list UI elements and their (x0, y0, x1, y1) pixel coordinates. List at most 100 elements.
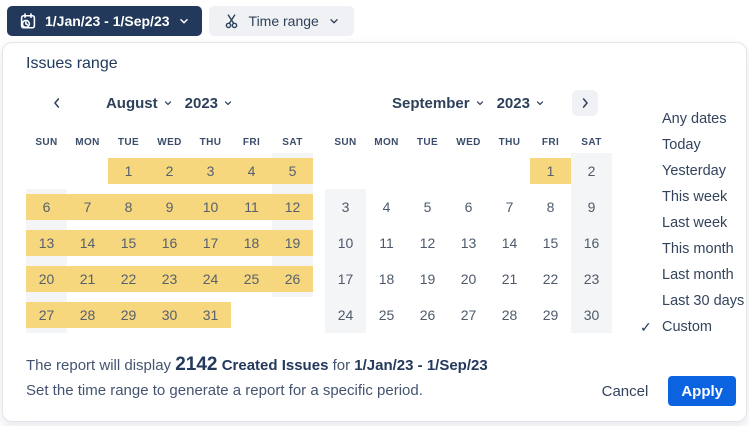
month-select[interactable]: September (392, 95, 485, 112)
day-cell[interactable]: 30 (149, 297, 190, 333)
apply-button[interactable]: Apply (668, 376, 736, 406)
day-cell[interactable]: 15 (542, 235, 559, 251)
day-cell[interactable]: 24 (190, 261, 231, 297)
preset-item-any-dates[interactable]: Any dates (640, 106, 744, 132)
day-cell[interactable]: 24 (337, 307, 354, 323)
preset-item-yesterday[interactable]: Yesterday (640, 158, 744, 184)
day-cell[interactable]: 16 (583, 235, 600, 251)
preset-item-last-month[interactable]: Last month (640, 262, 744, 288)
day-cell[interactable]: 17 (190, 225, 231, 261)
day-cell[interactable]: 1 (530, 153, 571, 189)
day-cell[interactable]: 6 (464, 199, 473, 215)
month-label: September (392, 94, 470, 112)
date-range-button[interactable]: 1/Jan/23 - 1/Sep/23 (7, 6, 202, 36)
day-cell[interactable]: 12 (419, 235, 436, 251)
day-cell[interactable]: 20 (26, 261, 67, 297)
day-cell[interactable]: 22 (542, 271, 559, 287)
preset-list: Any dates Today Yesterday This week Last wee… (640, 89, 744, 340)
day-cell[interactable]: 10 (190, 189, 231, 225)
day-cell[interactable]: 2 (587, 163, 596, 179)
preset-label: Last week (662, 215, 728, 231)
preset-label: Last 30 days (662, 293, 745, 309)
preset-item-this-week[interactable]: This week (640, 184, 744, 210)
day-cell[interactable]: 18 (378, 271, 395, 287)
day-cell[interactable]: 23 (583, 271, 600, 287)
calendar-week-row: 6 7 8 9 10 11 12 (26, 189, 313, 225)
day-cell[interactable]: 1 (108, 153, 149, 189)
weekday-label: SAT (282, 137, 303, 148)
day-cell[interactable]: 8 (546, 199, 555, 215)
day-cell[interactable]: 21 (67, 261, 108, 297)
day-cell[interactable]: 25 (231, 261, 272, 297)
day-cell[interactable]: 30 (583, 307, 600, 323)
day-cell[interactable]: 9 (587, 199, 596, 215)
day-cell[interactable]: 28 (67, 297, 108, 333)
previous-month-button[interactable] (44, 90, 70, 116)
preset-item-custom[interactable]: ✓ Custom (640, 314, 744, 340)
day-cell[interactable]: 27 (460, 307, 477, 323)
day-cell[interactable]: 25 (378, 307, 395, 323)
day-cell[interactable]: 15 (108, 225, 149, 261)
day-cell[interactable]: 3 (190, 153, 231, 189)
day-cell-empty (272, 297, 313, 333)
calendar-clock-icon (19, 12, 37, 30)
day-cell[interactable]: 7 (505, 199, 514, 215)
day-cell[interactable]: 11 (379, 235, 394, 251)
preset-item-last-week[interactable]: Last week (640, 210, 744, 236)
year-select[interactable]: 2023 (185, 95, 233, 112)
day-cell[interactable]: 26 (419, 307, 436, 323)
calendar-week-row: 27 28 29 30 31 (26, 297, 313, 333)
day-cell[interactable]: 3 (341, 199, 350, 215)
day-cell[interactable]: 16 (149, 225, 190, 261)
day-cell[interactable]: 28 (501, 307, 518, 323)
day-cell[interactable]: 14 (67, 225, 108, 261)
preset-item-last-30-days[interactable]: Last 30 days (640, 288, 744, 314)
day-cell[interactable]: 2 (149, 153, 190, 189)
day-cell[interactable]: 8 (108, 189, 149, 225)
preset-label: Yesterday (662, 163, 726, 179)
day-cell[interactable]: 4 (231, 153, 272, 189)
day-cell[interactable]: 22 (108, 261, 149, 297)
day-cell[interactable]: 29 (542, 307, 559, 323)
day-cell[interactable]: 21 (501, 271, 518, 287)
day-cell[interactable]: 12 (272, 189, 313, 225)
summary-line: The report will display 2142 Created Iss… (26, 354, 488, 377)
day-cell[interactable]: 5 (272, 153, 313, 189)
day-cell[interactable]: 9 (149, 189, 190, 225)
day-cell[interactable]: 19 (419, 271, 436, 287)
day-cell[interactable]: 7 (67, 189, 108, 225)
day-cell[interactable]: 20 (460, 271, 477, 287)
day-cell[interactable]: 19 (272, 225, 313, 261)
day-cell[interactable]: 6 (26, 189, 67, 225)
day-cell[interactable]: 11 (231, 189, 272, 225)
weekend-column-shade (571, 153, 612, 333)
year-select[interactable]: 2023 (497, 95, 545, 112)
day-cell[interactable]: 5 (423, 199, 432, 215)
day-cell[interactable]: 13 (26, 225, 67, 261)
day-cell-empty (231, 297, 272, 333)
day-cell[interactable]: 4 (382, 199, 391, 215)
day-cell[interactable]: 18 (231, 225, 272, 261)
next-month-button[interactable] (572, 90, 598, 116)
preset-item-today[interactable]: Today (640, 132, 744, 158)
weekday-header-row: SUN MON TUE WED THU FRI SAT (325, 133, 612, 153)
day-cell[interactable]: 10 (337, 235, 354, 251)
day-cell[interactable]: 23 (149, 261, 190, 297)
month-select[interactable]: August (106, 95, 173, 112)
weekday-label: TUE (416, 137, 439, 148)
toolbar: 1/Jan/23 - 1/Sep/23 Time range (0, 0, 749, 42)
cancel-button[interactable]: Cancel (601, 382, 649, 400)
day-cell[interactable]: 13 (460, 235, 477, 251)
time-range-button[interactable]: Time range (208, 6, 354, 36)
scissors-icon (223, 13, 240, 30)
day-cell[interactable]: 27 (26, 297, 67, 333)
day-cell[interactable]: 31 (190, 297, 231, 333)
day-cell[interactable]: 14 (501, 235, 518, 251)
day-cell[interactable]: 17 (337, 271, 354, 287)
day-cell[interactable]: 26 (272, 261, 313, 297)
day-cell[interactable]: 29 (108, 297, 149, 333)
preset-item-this-month[interactable]: This month (640, 236, 744, 262)
